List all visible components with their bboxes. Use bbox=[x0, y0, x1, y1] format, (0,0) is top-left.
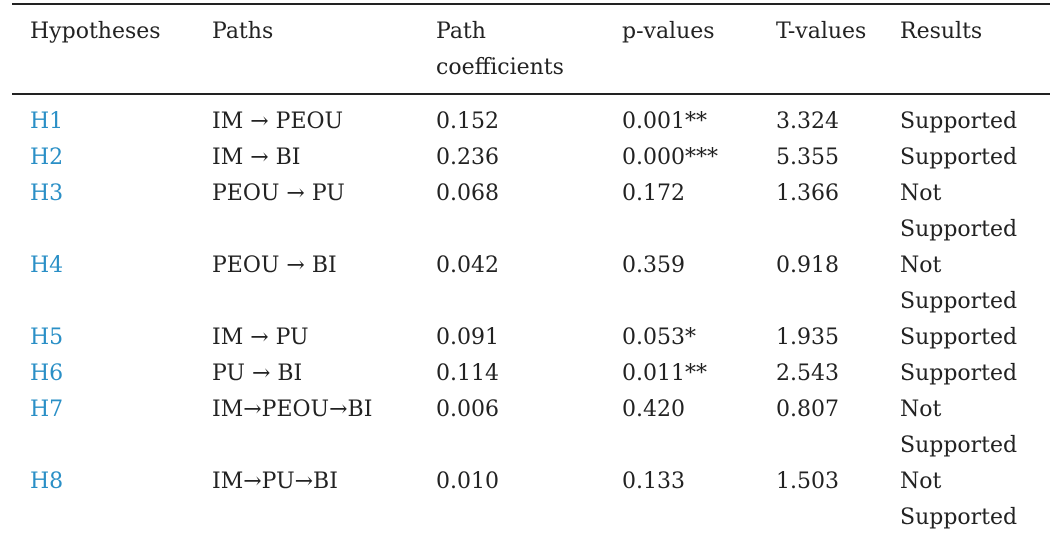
hypothesis-link[interactable]: H4 bbox=[30, 253, 64, 278]
coefficient-cell: 0.006 bbox=[436, 397, 499, 422]
coefficient-cell: 0.114 bbox=[436, 361, 499, 386]
result-cell: Supported bbox=[900, 145, 1018, 170]
table-row: H2 IM → BI 0.236 0.000*** 5.355 Supported bbox=[12, 140, 1050, 176]
path-cell: IM → PEOU bbox=[212, 109, 344, 134]
result-cell: Supported bbox=[900, 109, 1018, 134]
p-value-cell: 0.133 bbox=[622, 469, 685, 494]
table-body: H1 IM → PEOU 0.152 0.001** 3.324 Supported H2 I… bbox=[12, 94, 1050, 536]
hypothesis-link[interactable]: H7 bbox=[30, 397, 64, 422]
header-p-values: p-values bbox=[622, 19, 715, 44]
t-value-cell: 1.503 bbox=[776, 469, 839, 494]
p-value-cell: 0.011** bbox=[622, 361, 707, 386]
p-value-cell: 0.001** bbox=[622, 109, 707, 134]
result-cell: Not Supported bbox=[900, 469, 1018, 530]
result-cell: Supported bbox=[900, 325, 1018, 350]
path-cell: IM→PEOU→BI bbox=[212, 397, 373, 422]
header-t-values: T-values bbox=[776, 19, 867, 44]
hypotheses-results-table: Hypotheses Paths Path coefficients p-val… bbox=[12, 3, 1050, 536]
table-row: H7 IM→PEOU→BI 0.006 0.420 0.807 Not Supported bbox=[12, 392, 1050, 464]
table-row: H8 IM→PU→BI 0.010 0.133 1.503 Not Supported bbox=[12, 464, 1050, 536]
p-value-cell: 0.420 bbox=[622, 397, 685, 422]
t-value-cell: 0.807 bbox=[776, 397, 839, 422]
t-value-cell: 1.366 bbox=[776, 181, 839, 206]
coefficient-cell: 0.010 bbox=[436, 469, 499, 494]
hypothesis-link[interactable]: H2 bbox=[30, 145, 64, 170]
results-table-container: Hypotheses Paths Path coefficients p-val… bbox=[12, 3, 1050, 536]
hypothesis-link[interactable]: H6 bbox=[30, 361, 64, 386]
path-cell: PU → BI bbox=[212, 361, 303, 386]
p-value-cell: 0.359 bbox=[622, 253, 685, 278]
t-value-cell: 5.355 bbox=[776, 145, 839, 170]
path-cell: IM → BI bbox=[212, 145, 301, 170]
path-cell: IM → PU bbox=[212, 325, 309, 350]
header-paths: Paths bbox=[212, 19, 274, 44]
result-cell: Not Supported bbox=[900, 253, 1018, 314]
t-value-cell: 2.543 bbox=[776, 361, 839, 386]
t-value-cell: 1.935 bbox=[776, 325, 839, 350]
table-row: H1 IM → PEOU 0.152 0.001** 3.324 Supported bbox=[12, 94, 1050, 140]
hypothesis-link[interactable]: H5 bbox=[30, 325, 64, 350]
table-row: H3 PEOU → PU 0.068 0.172 1.366 Not Supported bbox=[12, 176, 1050, 248]
coefficient-cell: 0.236 bbox=[436, 145, 499, 170]
table-header: Hypotheses Paths Path coefficients p-val… bbox=[12, 4, 1050, 94]
header-results: Results bbox=[900, 19, 983, 44]
p-value-cell: 0.172 bbox=[622, 181, 685, 206]
p-value-cell: 0.053* bbox=[622, 325, 696, 350]
path-cell: PEOU → PU bbox=[212, 181, 345, 206]
result-cell: Not Supported bbox=[900, 181, 1018, 242]
coefficient-cell: 0.152 bbox=[436, 109, 499, 134]
path-cell: IM→PU→BI bbox=[212, 469, 338, 494]
p-value-cell: 0.000*** bbox=[622, 145, 718, 170]
t-value-cell: 3.324 bbox=[776, 109, 839, 134]
table-row: H6 PU → BI 0.114 0.011** 2.543 Supported bbox=[12, 356, 1050, 392]
result-cell: Not Supported bbox=[900, 397, 1018, 458]
coefficient-cell: 0.068 bbox=[436, 181, 499, 206]
header-path-coefficients: Path coefficients bbox=[436, 19, 564, 80]
hypothesis-link[interactable]: H8 bbox=[30, 469, 64, 494]
path-cell: PEOU → BI bbox=[212, 253, 337, 278]
result-cell: Supported bbox=[900, 361, 1018, 386]
table-row: H4 PEOU → BI 0.042 0.359 0.918 Not Supported bbox=[12, 248, 1050, 320]
header-row: Hypotheses Paths Path coefficients p-val… bbox=[12, 4, 1050, 94]
table-row: H5 IM → PU 0.091 0.053* 1.935 Supported bbox=[12, 320, 1050, 356]
hypothesis-link[interactable]: H3 bbox=[30, 181, 64, 206]
hypothesis-link[interactable]: H1 bbox=[30, 109, 64, 134]
header-hypotheses: Hypotheses bbox=[30, 19, 161, 44]
t-value-cell: 0.918 bbox=[776, 253, 839, 278]
coefficient-cell: 0.042 bbox=[436, 253, 499, 278]
coefficient-cell: 0.091 bbox=[436, 325, 499, 350]
